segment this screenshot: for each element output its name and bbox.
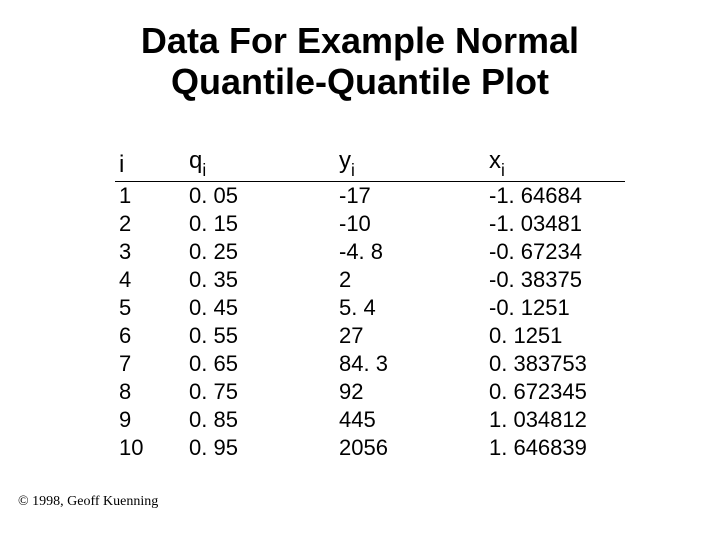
cell-q: 0. 35 [185,266,335,294]
header-x: xi [485,145,625,181]
table-row: 70. 6584. 30. 383753 [115,350,625,378]
cell-y: -10 [335,210,485,238]
cell-x: 1. 034812 [485,406,625,434]
title-line-2: Quantile-Quantile Plot [171,61,549,102]
cell-i: 9 [115,406,185,434]
cell-y: 5. 4 [335,294,485,322]
table-row: 50. 455. 4-0. 1251 [115,294,625,322]
header-x-sub: i [501,160,505,180]
cell-i: 4 [115,266,185,294]
cell-y: 445 [335,406,485,434]
cell-q: 0. 55 [185,322,335,350]
title-line-1: Data For Example Normal [141,20,579,61]
header-y-sub: i [351,160,355,180]
cell-q: 0. 25 [185,238,335,266]
cell-i: 5 [115,294,185,322]
table-row: 20. 15-10-1. 03481 [115,210,625,238]
table-row: 40. 352-0. 38375 [115,266,625,294]
cell-q: 0. 95 [185,434,335,462]
cell-q: 0. 65 [185,350,335,378]
cell-q: 0. 15 [185,210,335,238]
cell-i: 7 [115,350,185,378]
cell-x: -1. 64684 [485,181,625,210]
cell-x: -0. 67234 [485,238,625,266]
cell-q: 0. 05 [185,181,335,210]
cell-q: 0. 85 [185,406,335,434]
cell-i: 1 [115,181,185,210]
data-table: i qi yi xi 10. 05-17-1. 6468420. 15-10-1… [115,145,625,462]
cell-x: 0. 1251 [485,322,625,350]
table-row: 30. 25-4. 8-0. 67234 [115,238,625,266]
table-row: 60. 55270. 1251 [115,322,625,350]
cell-y: -17 [335,181,485,210]
header-i: i [115,145,185,181]
cell-y: 27 [335,322,485,350]
cell-i: 2 [115,210,185,238]
header-q: qi [185,145,335,181]
header-q-sub: i [202,160,206,180]
cell-y: -4. 8 [335,238,485,266]
table-row: 90. 854451. 034812 [115,406,625,434]
cell-x: 0. 672345 [485,378,625,406]
cell-i: 8 [115,378,185,406]
table-body: 10. 05-17-1. 6468420. 15-10-1. 0348130. … [115,181,625,462]
cell-x: -0. 38375 [485,266,625,294]
header-i-text: i [119,151,124,178]
header-y: yi [335,145,485,181]
copyright-footer: © 1998, Geoff Kuenning [18,494,158,510]
cell-q: 0. 45 [185,294,335,322]
cell-y: 92 [335,378,485,406]
cell-i: 3 [115,238,185,266]
header-q-base: q [189,147,202,174]
cell-q: 0. 75 [185,378,335,406]
table-row: 10. 05-17-1. 64684 [115,181,625,210]
cell-i: 6 [115,322,185,350]
cell-x: 1. 646839 [485,434,625,462]
slide-title: Data For Example Normal Quantile-Quantil… [0,20,720,103]
data-table-wrap: i qi yi xi 10. 05-17-1. 6468420. 15-10-1… [115,145,625,462]
header-x-base: x [489,147,501,174]
table-header-row: i qi yi xi [115,145,625,181]
cell-y: 84. 3 [335,350,485,378]
table-row: 100. 9520561. 646839 [115,434,625,462]
cell-y: 2056 [335,434,485,462]
cell-x: 0. 383753 [485,350,625,378]
cell-x: -1. 03481 [485,210,625,238]
cell-y: 2 [335,266,485,294]
slide: Data For Example Normal Quantile-Quantil… [0,0,720,540]
cell-i: 10 [115,434,185,462]
header-y-base: y [339,147,351,174]
table-row: 80. 75920. 672345 [115,378,625,406]
cell-x: -0. 1251 [485,294,625,322]
